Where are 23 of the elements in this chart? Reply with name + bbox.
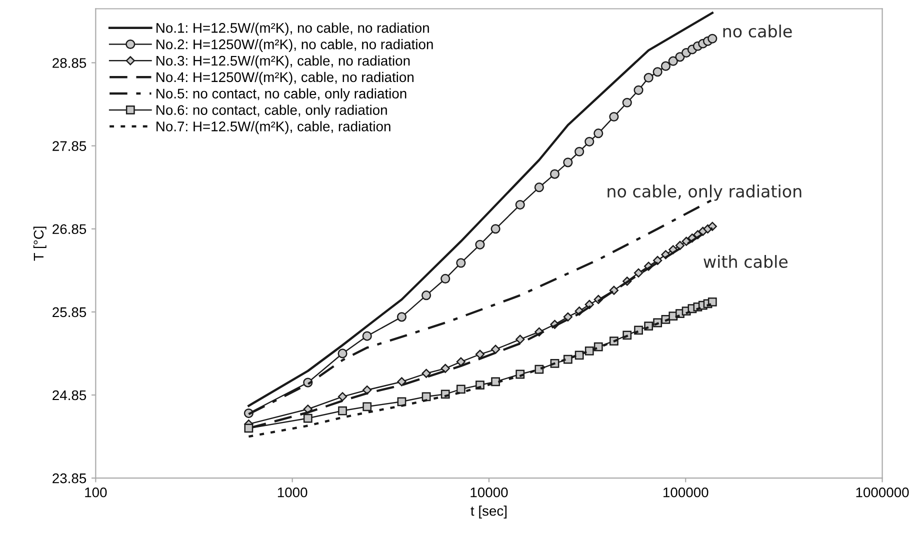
annotation: no cable, only radiation	[608, 184, 802, 201]
x-tick-label: 1000000	[856, 487, 909, 498]
x-axis-title: t [sec]	[470, 506, 507, 519]
y-tick-label: 28.85	[52, 58, 86, 68]
legend-label: No.4: H=1250W/(m²K), cable, no radiation	[156, 72, 414, 85]
legend-label: No.2: H=1250W/(m²K), no cable, no radiation	[156, 39, 433, 52]
annotation: no cable	[723, 24, 792, 38]
x-tick-label: 100	[85, 487, 107, 498]
x-tick-label: 100000	[664, 487, 708, 498]
legend-label: No.3: H=12.5W/(m²K), cable, no radiation	[156, 55, 410, 68]
y-tick-label: 25.85	[52, 307, 86, 318]
legend-label: No.6: no contact, cable, only radiation	[156, 104, 387, 118]
legend-label: No.7: H=12.5W/(m²K), cable, radiation	[156, 121, 390, 134]
x-tick-label: 1000	[278, 487, 308, 498]
x-tick-label: 10000	[470, 487, 508, 498]
y-tick-label: 26.85	[52, 224, 86, 234]
annotation: with cable	[704, 255, 788, 268]
y-axis-title: T [°C]	[33, 226, 46, 261]
legend-label: No.1: H=12.5W/(m²K), no cable, no radiation	[156, 22, 429, 36]
y-tick-label: 24.85	[52, 390, 86, 400]
y-tick-label: 23.85	[52, 473, 86, 484]
y-tick-label: 27.85	[52, 141, 86, 151]
legend-label: No.5: no contact, no cable, only radiation	[156, 88, 406, 102]
